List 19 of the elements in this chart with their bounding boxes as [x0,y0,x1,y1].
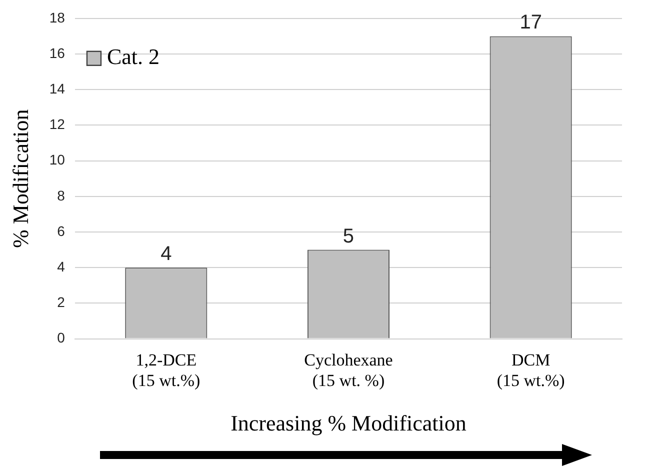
y-tick-label: 12 [49,116,66,132]
x-tick-label: 1,2-DCE (15 wt.%) [132,350,200,390]
y-tick-label: 0 [57,330,66,346]
y-tick-label: 18 [49,9,66,26]
y-tick-label: 2 [57,294,66,310]
data-label: 5 [342,225,354,248]
x-axis-title: Increasing % Modification [230,410,466,436]
y-tick-label: 8 [57,187,66,204]
y-tick-label: 4 [57,258,66,274]
y-tick-label: 14 [49,80,66,96]
x-tick-label: Cyclohexane (15 wt. %) [304,350,393,390]
y-tick-label: 16 [49,44,66,61]
x-tick-label: DCM (15 wt.%) [496,350,565,390]
data-label: 4 [160,243,172,266]
y-axis-title: % Modification [8,109,33,248]
y-tick-label: 10 [49,152,66,168]
y-tick-label: 6 [57,222,66,239]
legend-label: Cat. 2 [106,44,160,70]
data-label: 17 [520,12,542,34]
